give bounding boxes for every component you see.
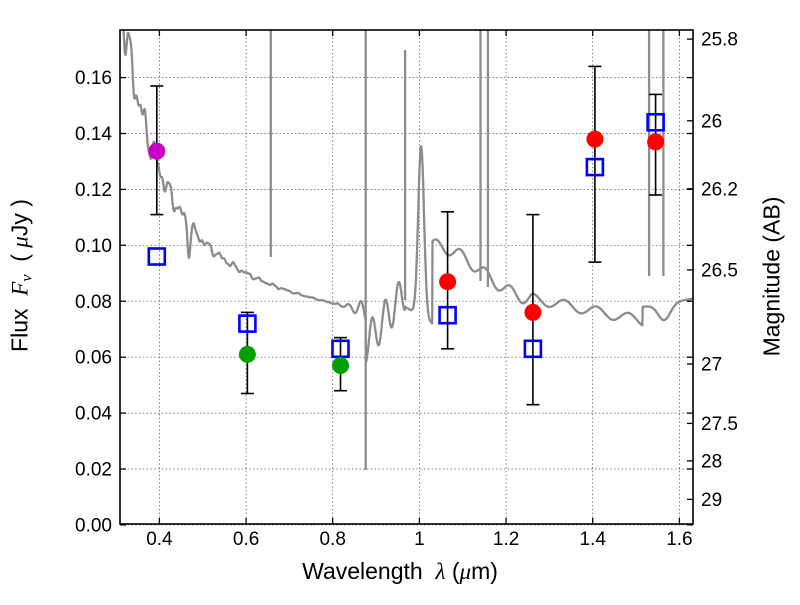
svg-text:1.4: 1.4 xyxy=(579,529,606,550)
svg-text:26.2: 26.2 xyxy=(701,179,738,200)
svg-text:1: 1 xyxy=(414,529,425,550)
svg-text:0.02: 0.02 xyxy=(75,460,112,481)
svg-text:0.06: 0.06 xyxy=(75,348,112,369)
svg-text:0.8: 0.8 xyxy=(319,529,345,550)
svg-text:26.5: 26.5 xyxy=(701,260,738,281)
svg-text:27.5: 27.5 xyxy=(701,414,738,435)
svg-text:1.6: 1.6 xyxy=(666,529,692,550)
svg-text:25.8: 25.8 xyxy=(701,30,738,51)
svg-text:29: 29 xyxy=(701,490,722,511)
svg-text:28: 28 xyxy=(701,451,722,472)
svg-text:0.10: 0.10 xyxy=(75,236,112,257)
svg-text:0.12: 0.12 xyxy=(75,180,112,201)
svg-text:0.6: 0.6 xyxy=(233,529,259,550)
svg-text:0.04: 0.04 xyxy=(75,404,112,425)
svg-text:1.2: 1.2 xyxy=(493,529,519,550)
svg-text:0.4: 0.4 xyxy=(146,529,173,550)
svg-text:0.00: 0.00 xyxy=(75,515,112,536)
svg-text:0.16: 0.16 xyxy=(75,68,112,89)
svg-text:0.14: 0.14 xyxy=(75,124,112,145)
svg-text:26: 26 xyxy=(701,111,722,132)
svg-text:0.08: 0.08 xyxy=(75,292,112,313)
svg-text:27: 27 xyxy=(701,355,722,376)
